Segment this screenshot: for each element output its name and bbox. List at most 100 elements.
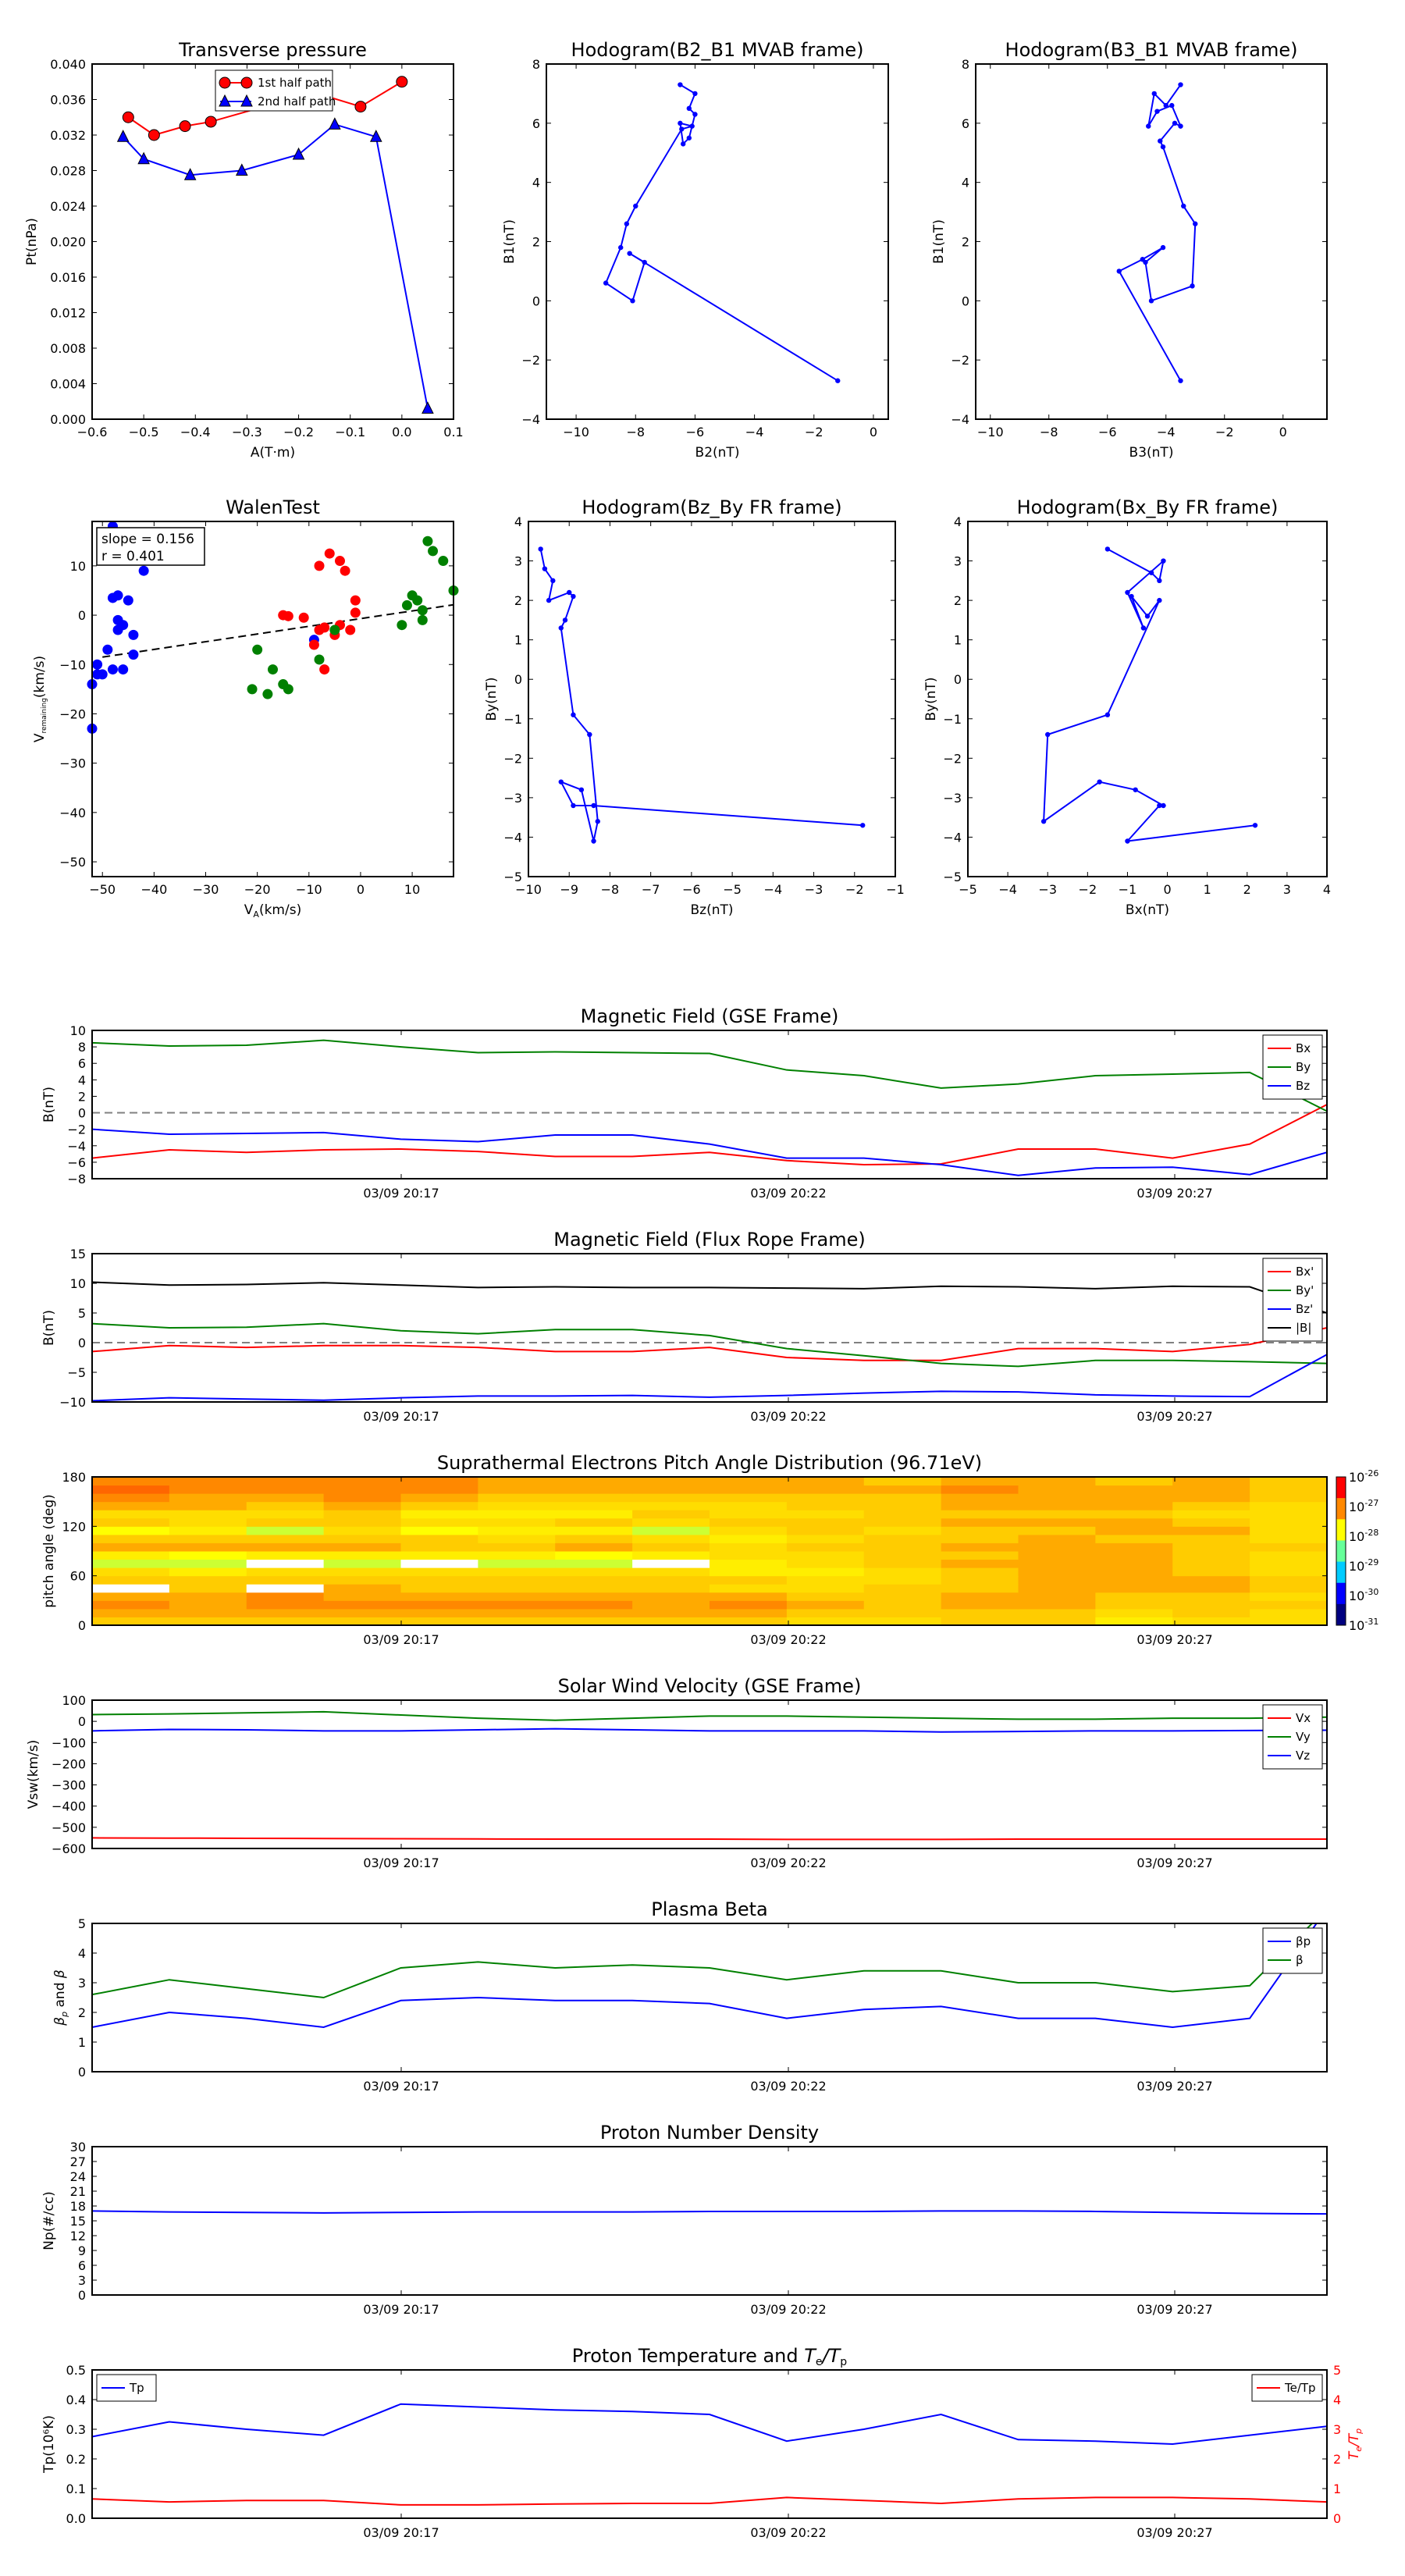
heatmap-cell: [1172, 1567, 1250, 1577]
heatmap-cell: [941, 1608, 1019, 1617]
data-point: [1151, 91, 1157, 97]
heatmap-cell: [478, 1485, 556, 1494]
data-point: [618, 244, 624, 251]
data-point: [354, 101, 367, 113]
plot-area: [528, 521, 895, 877]
heatmap-cell: [92, 1493, 170, 1503]
heatmap-cell: [400, 1534, 478, 1543]
heatmap-cell: [92, 1551, 170, 1560]
x-tick-label: −2: [1079, 882, 1097, 897]
x-tick-label: −8: [626, 425, 645, 439]
heatmap-cell: [400, 1617, 478, 1626]
heatmap-cell: [941, 1592, 1019, 1601]
y-tick-label: 5: [78, 1306, 86, 1321]
panel-mag-gse: Magnetic Field (GSE Frame) −8 −6−4 −2 0 2 4 68 1…: [41, 1005, 1328, 1201]
y-tick-label: 24: [70, 2169, 86, 2184]
data-point: [1160, 244, 1166, 251]
heatmap-cell: [1095, 1534, 1173, 1543]
panel-title: Solar Wind Velocity (GSE Frame): [558, 1675, 862, 1697]
panel-vsw: Solar Wind Velocity (GSE Frame) −600 −500 −…: [26, 1675, 1328, 1870]
heatmap-cell: [323, 1617, 401, 1626]
y-tick-label: 0: [78, 2065, 86, 2080]
x-tick-label: 03/09 20:17: [363, 2525, 439, 2540]
heatmap-cell: [710, 1600, 788, 1610]
heatmap-cell: [400, 1510, 478, 1519]
heatmap-cell: [169, 1477, 247, 1486]
heatmap-cell: [786, 1551, 865, 1560]
scatter-point-green: [428, 546, 439, 557]
data-point: [542, 566, 548, 571]
heatmap-cell: [169, 1584, 247, 1593]
y-tick-label: −3: [503, 791, 522, 806]
heatmap-cell: [941, 1510, 1019, 1519]
data-point: [571, 593, 576, 600]
x-tick-label: 10: [404, 882, 420, 897]
y-tick-label: 4: [962, 176, 969, 190]
x-tick-label: −30: [193, 882, 219, 897]
y-tick-label: 0: [532, 294, 540, 308]
heatmap-cell: [786, 1600, 865, 1610]
heatmap-cell: [323, 1526, 401, 1535]
heatmap-cell: [1172, 1526, 1250, 1535]
heatmap-cell: [169, 1485, 247, 1494]
scatter-point-red: [345, 624, 356, 635]
chart-hodogram-bx-by: Hodogram(Bx_By FR frame) −5 −4 −3 −2 −1 0 1 2 3 4 −…: [923, 496, 1331, 918]
y-tick-label: −2: [951, 353, 969, 368]
chart-title: Transverse pressure: [178, 39, 367, 61]
scatter-point-green: [422, 535, 433, 546]
heatmap-cell: [863, 1485, 942, 1494]
heatmap-cell: [400, 1592, 478, 1601]
heatmap-cell: [246, 1510, 325, 1519]
heatmap-cell: [1018, 1526, 1096, 1535]
heatmap-cell: [169, 1551, 247, 1560]
panel-title: Suprathermal Electrons Pitch Angle Distr…: [437, 1452, 982, 1474]
heatmap-cell: [1250, 1617, 1328, 1626]
data-point: [1125, 589, 1130, 596]
y-tick-label: 10: [70, 1276, 86, 1291]
panel-tp: Proton Temperature and Te/Tp0.00.10.20.3…: [41, 2345, 1364, 2540]
heatmap-cell: [478, 1592, 556, 1601]
heatmap-cell: [246, 1592, 325, 1601]
scatter-point-green: [283, 684, 293, 695]
heatmap-cell: [400, 1559, 478, 1568]
data-point: [562, 617, 568, 623]
heatmap-cell: [1018, 1551, 1096, 1560]
heatmap-cell: [169, 1493, 247, 1503]
heatmap-cell: [169, 1567, 247, 1577]
data-point: [1140, 625, 1147, 631]
panel-title: Plasma Beta: [651, 1898, 767, 1920]
heatmap-cell: [632, 1600, 710, 1610]
heatmap-cell: [246, 1477, 325, 1486]
legend-label: Vx: [1296, 1711, 1311, 1725]
y-tick-label: 3: [78, 2273, 86, 2288]
series-line-Bz': [92, 1354, 1327, 1402]
heatmap-cell: [632, 1510, 710, 1519]
heatmap-cell: [555, 1517, 633, 1527]
data-point: [679, 126, 685, 132]
y-tick-label: 0: [78, 1714, 86, 1729]
scatter-point-blue: [128, 629, 139, 640]
heatmap-cell: [92, 1485, 170, 1494]
colorbar-label: 10-31: [1349, 1617, 1378, 1633]
heatmap-cell: [246, 1526, 325, 1535]
legend-marker: [240, 94, 253, 107]
y-tick-label: −8: [67, 1172, 86, 1187]
plot-frame: [91, 2369, 1328, 2519]
series-line-β: [92, 1923, 1314, 1999]
data-point: [558, 625, 564, 631]
heatmap-cell: [1095, 1510, 1173, 1519]
y-tick-label: −30: [59, 756, 86, 771]
heatmap-cell: [1250, 1510, 1328, 1519]
scatter-point-red: [314, 560, 325, 571]
heatmap-cell: [246, 1617, 325, 1626]
scatter-point-red: [340, 565, 350, 576]
legend-label: βp: [1296, 1934, 1311, 1948]
heatmap-cell: [710, 1501, 788, 1510]
x-tick-label: −7: [642, 882, 660, 897]
heatmap-cell: [323, 1517, 401, 1527]
data-point: [292, 147, 305, 160]
y-axis-label: B1(nT): [931, 219, 947, 264]
heatmap-cell: [786, 1534, 865, 1543]
legend-label: Vy: [1296, 1730, 1311, 1744]
x-axis-label: Bx(nT): [1126, 902, 1169, 918]
